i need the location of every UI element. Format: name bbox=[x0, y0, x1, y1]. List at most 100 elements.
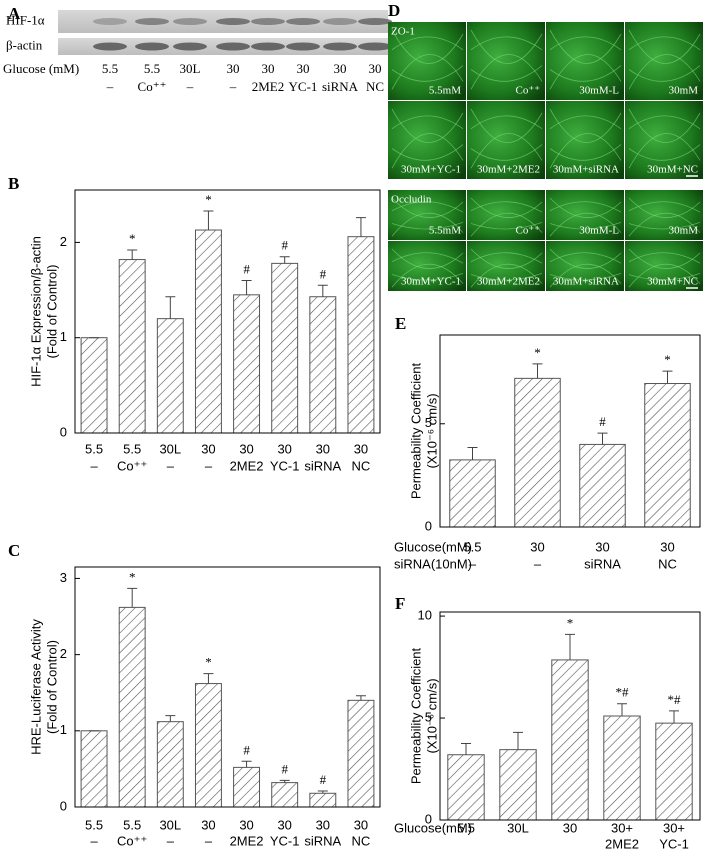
error-bar bbox=[127, 249, 138, 260]
blot-band bbox=[251, 18, 285, 25]
x-tick-sublabel: – bbox=[90, 458, 98, 473]
x-tick-label: 5.5 bbox=[457, 820, 475, 835]
error-bar bbox=[355, 695, 366, 701]
fiber bbox=[549, 212, 622, 237]
blot-band bbox=[286, 18, 320, 25]
micrograph-label: 30mM-L bbox=[579, 85, 619, 97]
x-tick-label: 30 bbox=[354, 817, 368, 832]
row-label: Glucose(mM) bbox=[394, 820, 472, 835]
error-bar bbox=[467, 447, 478, 460]
error-bar bbox=[461, 743, 471, 755]
significance-marker: # bbox=[281, 761, 288, 776]
bar bbox=[118, 606, 146, 808]
fiber bbox=[391, 222, 464, 230]
x-tick-label: 30 bbox=[595, 539, 609, 554]
fiber bbox=[391, 29, 464, 64]
fiber bbox=[628, 29, 701, 64]
blot-band bbox=[135, 18, 169, 25]
fiber bbox=[628, 263, 701, 288]
micrograph bbox=[388, 22, 466, 100]
lane-treatment: Co⁺⁺ bbox=[138, 79, 167, 94]
y-axis-label: Permeability Coefficient bbox=[408, 362, 423, 499]
bar bbox=[347, 236, 375, 434]
micrograph-label: 5.5mM bbox=[429, 85, 461, 97]
x-tick-label: 30 bbox=[316, 817, 330, 832]
micrograph-label: 30mM+2ME2 bbox=[477, 276, 540, 288]
fiber bbox=[549, 108, 622, 143]
fiber bbox=[391, 273, 464, 281]
x-tick-label: 30L bbox=[159, 817, 181, 832]
x-tick-label: 30 bbox=[660, 539, 674, 554]
significance-marker: * bbox=[205, 192, 212, 207]
x-tick-label: 30 bbox=[354, 441, 368, 456]
blot-band bbox=[323, 42, 357, 51]
fiber bbox=[391, 197, 464, 218]
micrograph bbox=[467, 190, 545, 240]
y-tick-label: 2 bbox=[60, 234, 67, 249]
x-tick-sublabel: – bbox=[205, 458, 213, 473]
lane-treatment: 2ME2 bbox=[252, 79, 285, 94]
x-tick-sublabel: YC-1 bbox=[270, 833, 300, 848]
fiber bbox=[470, 263, 543, 288]
error-bar bbox=[241, 760, 252, 768]
fiber bbox=[391, 212, 464, 237]
x-tick-label: 5.5 bbox=[123, 817, 141, 832]
bar bbox=[347, 699, 375, 808]
x-tick-label: 5.5 bbox=[463, 539, 481, 554]
fiber bbox=[628, 201, 701, 213]
significance-marker: # bbox=[599, 414, 606, 429]
fiber bbox=[470, 197, 543, 218]
x-tick-sublabel: Co⁺⁺ bbox=[117, 833, 147, 848]
fiber bbox=[628, 54, 701, 90]
y-axis-label: HIF-1α Expression/β-actin bbox=[28, 236, 43, 387]
y-tick-label: 3 bbox=[60, 570, 67, 585]
fiber bbox=[628, 115, 701, 130]
plot-frame bbox=[439, 611, 701, 821]
plot-frame bbox=[74, 189, 381, 434]
significance-marker: *# bbox=[668, 692, 682, 707]
lane-label: 30 bbox=[262, 61, 275, 76]
micrograph-label: 30mM+siRNA bbox=[553, 276, 619, 288]
lane-label: 30 bbox=[369, 61, 382, 76]
significance-marker: *# bbox=[616, 685, 630, 700]
bar bbox=[655, 722, 693, 821]
error-bar bbox=[203, 673, 214, 684]
fiber bbox=[628, 222, 701, 230]
significance-marker: * bbox=[664, 352, 671, 367]
blot-row-label: β-actin bbox=[6, 37, 43, 52]
x-tick-label: 5.5 bbox=[123, 441, 141, 456]
y-axis-label: HRE-Luciferase Activity bbox=[28, 619, 43, 755]
y-tick-label: 2 bbox=[60, 646, 67, 661]
x-tick-label: 5.5 bbox=[85, 441, 103, 456]
x-tick-sublabel: – bbox=[534, 556, 542, 571]
fiber bbox=[549, 54, 622, 90]
x-tick-label: 5.5 bbox=[85, 817, 103, 832]
plot-frame bbox=[439, 334, 701, 528]
micrograph-label: 30mM-L bbox=[579, 225, 619, 237]
bar bbox=[499, 749, 537, 821]
lane-treatment: siRNA bbox=[322, 79, 359, 94]
fiber bbox=[628, 252, 701, 264]
panel-label: E bbox=[395, 314, 406, 333]
x-tick-sublabel: – bbox=[205, 833, 213, 848]
x-tick-label: 30 bbox=[239, 817, 253, 832]
micrograph bbox=[388, 241, 466, 291]
x-tick-sublabel: Co⁺⁺ bbox=[117, 458, 147, 473]
error-bar bbox=[127, 587, 138, 608]
bar bbox=[309, 296, 337, 434]
lane-treatment: YC-1 bbox=[289, 79, 318, 94]
micrograph-label: Co⁺⁺ bbox=[516, 85, 541, 97]
x-tick-label: 30+ bbox=[663, 820, 685, 835]
error-bar bbox=[513, 731, 523, 750]
fiber bbox=[549, 36, 622, 51]
x-tick-sublabel: siRNA bbox=[304, 833, 341, 848]
fiber bbox=[470, 115, 543, 130]
block-title: ZO-1 bbox=[391, 26, 415, 38]
bar bbox=[449, 459, 496, 528]
error-bar bbox=[617, 703, 627, 716]
bar bbox=[194, 229, 222, 434]
y-tick-label: 0 bbox=[60, 424, 67, 439]
significance-marker: * bbox=[567, 615, 574, 630]
error-bar bbox=[597, 432, 608, 445]
